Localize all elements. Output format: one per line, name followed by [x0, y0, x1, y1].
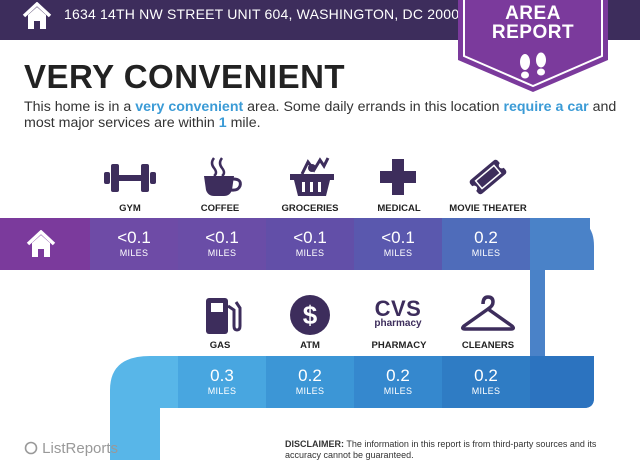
amenity-label-cleaners: CLEANERS: [461, 340, 515, 351]
listreports-logo-icon: [24, 441, 38, 455]
distance-coffee: <0.1 MILES: [178, 218, 266, 270]
distance-gas: 0.3 MILES: [178, 356, 266, 408]
distance-gym: <0.1 MILES: [90, 218, 178, 270]
area-report-badge: AREA REPORT: [458, 0, 608, 92]
dollar-icon: $: [290, 295, 330, 335]
highlight-require-car: require a car: [503, 99, 589, 115]
gas-pump-icon: [206, 298, 242, 334]
hanger-icon: [460, 295, 516, 331]
home-start-icon: [26, 230, 56, 257]
svg-text:$: $: [303, 300, 318, 330]
convenience-description: This home is in a very convenient area. …: [24, 99, 617, 131]
highlight-distance: 1: [218, 115, 227, 131]
amenity-label-gym: GYM: [119, 203, 141, 214]
disclaimer: DISCLAIMER: The information in this repo…: [285, 439, 597, 460]
amenity-label-coffee: COFFEE: [200, 203, 240, 214]
distance-movie-theater: 0.2 MILES: [442, 218, 530, 270]
highlight-very-convenient: very convenient: [135, 99, 244, 115]
amenity-label-gas: GAS: [209, 340, 231, 351]
dumbbell-icon: [104, 164, 156, 192]
footprints-icon: [520, 52, 546, 79]
property-address: 1634 14TH NW STREET UNIT 604, WASHINGTON…: [64, 6, 468, 22]
cvs-pharmacy-logo: CVS pharmacy: [374, 296, 422, 329]
distance-medical: <0.1 MILES: [354, 218, 442, 270]
grocery-basket-icon: [290, 157, 334, 196]
distance-groceries: <0.1 MILES: [266, 218, 354, 270]
page-title: VERY CONVENIENT: [24, 58, 346, 95]
listreports-logo: ListReports: [24, 440, 118, 457]
distance-pharmacy: 0.2 MILES: [354, 356, 442, 408]
medical-cross-icon: [380, 159, 416, 195]
distance-atm: 0.2 MILES: [266, 356, 354, 408]
badge-line2: REPORT: [491, 22, 575, 43]
amenity-label-groceries: GROCERIES: [281, 203, 339, 214]
distance-cleaners: 0.2 MILES: [442, 356, 530, 408]
amenity-label-pharmacy: PHARMACY: [371, 340, 427, 351]
coffee-cup-icon: [204, 157, 242, 196]
amenity-label-atm: ATM: [300, 340, 320, 351]
badge-line1: AREA: [505, 3, 561, 24]
amenity-label-movie-theater: MOVIE THEATER: [449, 203, 527, 214]
home-icon: [22, 2, 52, 29]
amenity-label-medical: MEDICAL: [377, 203, 421, 214]
movie-ticket-icon: [469, 159, 507, 195]
badge-shape: [458, 0, 608, 92]
